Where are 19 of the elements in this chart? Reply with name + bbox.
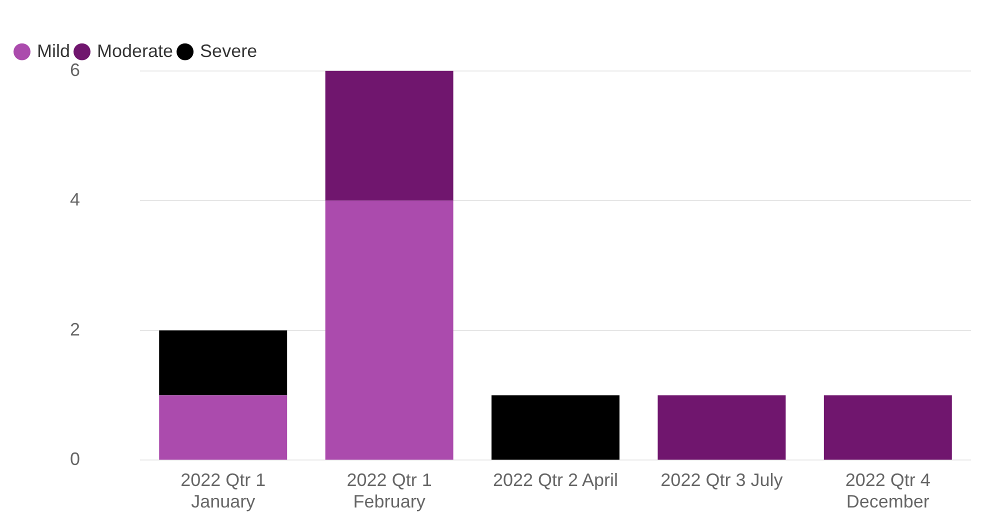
x-tick-label: 2022 Qtr 2 April: [492, 470, 618, 490]
y-tick-label: 0: [70, 449, 80, 470]
bar: [658, 395, 786, 460]
bar: [325, 70, 454, 201]
legend-label: Moderate: [97, 40, 174, 61]
legend-label: Severe: [200, 40, 258, 61]
bar: [159, 395, 288, 460]
bar: [824, 395, 952, 460]
x-tick-label: 2022 Qtr 1 February: [346, 470, 432, 512]
x-tick-label: 2022 Qtr 3 July: [660, 470, 783, 490]
y-tick-label: 4: [70, 190, 80, 210]
bar: [325, 200, 454, 460]
x-tick-label: 2022 Qtr 4 December: [845, 470, 930, 512]
bar: [492, 395, 620, 460]
bar: [159, 330, 288, 396]
legend-label: Mild: [37, 40, 70, 61]
y-tick-label: 6: [70, 60, 80, 80]
y-tick-label: 2: [70, 319, 80, 340]
x-tick-label: 2022 Qtr 1 January: [180, 470, 266, 512]
